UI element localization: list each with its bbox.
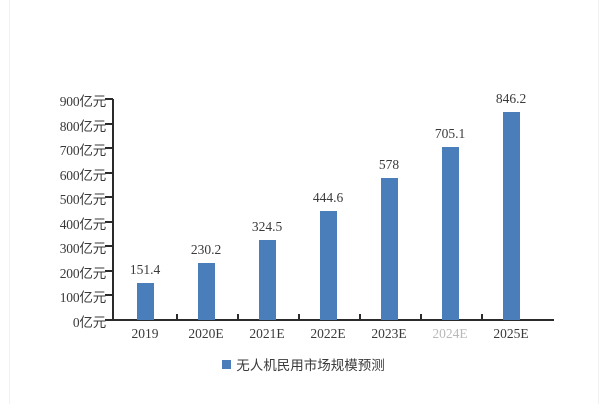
x-axis-category-label: 2021E: [249, 326, 285, 341]
legend-color-swatch: [222, 359, 232, 369]
y-axis-tick-label: 100亿元: [40, 286, 106, 305]
y-axis-tick: [105, 220, 113, 223]
x-axis-tick: [236, 314, 239, 321]
bar-value-label: 846.2: [495, 91, 527, 107]
bar: [258, 240, 276, 320]
y-axis-tick-label: 700亿元: [40, 139, 106, 158]
page-border-right: [598, 0, 599, 404]
x-axis-category-label: 2023E: [371, 326, 407, 341]
bar-value-label: 705.1: [434, 125, 466, 141]
x-axis-tick: [419, 314, 422, 321]
y-axis-tick: [105, 98, 113, 100]
y-axis-tick: [105, 294, 113, 297]
y-axis-tick-label: 600亿元: [40, 164, 106, 183]
y-axis-tick-label: 500亿元: [40, 188, 106, 207]
bar: [502, 112, 520, 320]
y-axis-tick-label-text: 400亿元: [59, 216, 106, 232]
x-axis-category-label: 2024E: [432, 326, 468, 341]
y-axis-tick-label-text: 0亿元: [72, 315, 106, 330]
y-axis-tick-label-text: 500亿元: [59, 192, 106, 208]
y-axis-line: [112, 99, 114, 321]
y-axis-tick-label-text: 700亿元: [59, 143, 106, 159]
bar: [319, 210, 337, 320]
bar-value-label: 324.5: [251, 219, 283, 235]
y-axis-tick-label-text: 300亿元: [59, 241, 106, 257]
y-axis-tick-label: 800亿元: [40, 115, 106, 134]
bar: [441, 146, 459, 320]
y-axis-tick: [105, 171, 113, 174]
bar: [380, 178, 398, 320]
x-axis-category-label: 2020E: [188, 326, 224, 341]
legend-label: 无人机民用市场规模预测: [236, 358, 385, 373]
x-axis-category-label: 2022E: [310, 326, 346, 341]
y-axis-tick-label: 300亿元: [40, 237, 106, 256]
x-axis-tick: [297, 314, 300, 321]
y-axis-tick: [105, 122, 113, 125]
y-axis-tick: [105, 319, 113, 321]
bar: [136, 282, 154, 320]
x-axis-tick: [175, 314, 178, 321]
y-axis-tick: [105, 245, 113, 248]
x-axis-tick: [358, 314, 361, 321]
y-axis-tick-label: 0亿元: [40, 311, 106, 330]
x-axis-tick: [480, 314, 483, 321]
y-axis-tick-label: 200亿元: [40, 262, 106, 281]
y-axis-tick-label: 900亿元: [40, 90, 106, 109]
bar: [197, 263, 215, 320]
bar-value-label: 578: [378, 157, 400, 173]
x-axis-category-label: 2019: [131, 326, 159, 341]
y-axis-tick-label: 400亿元: [40, 213, 106, 232]
y-axis-tick-label-text: 900亿元: [59, 94, 106, 109]
y-axis-tick: [105, 269, 113, 272]
x-axis-category-label: 2025E: [493, 326, 529, 341]
y-axis-tick-label-text: 600亿元: [59, 167, 106, 183]
y-axis-tick-label-text: 800亿元: [59, 118, 106, 134]
chart-legend: 无人机民用市场规模预测: [0, 354, 607, 374]
y-axis-tick-label-text: 200亿元: [59, 265, 106, 281]
y-axis-tick-label-text: 100亿元: [59, 290, 106, 306]
bar-value-label: 230.2: [190, 242, 222, 258]
y-axis-tick: [105, 147, 113, 150]
bar-value-label: 151.4: [129, 261, 161, 277]
bar-value-label: 444.6: [312, 189, 344, 205]
y-axis-tick: [105, 196, 113, 199]
x-axis-line: [112, 319, 554, 321]
page-border-left: [9, 0, 10, 404]
